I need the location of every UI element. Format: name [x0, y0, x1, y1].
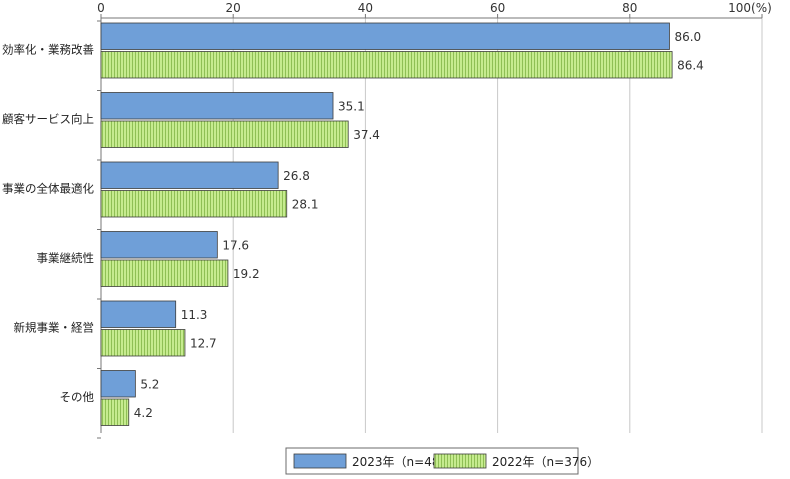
- bar-2022: [100, 51, 673, 79]
- data-label: 86.0: [674, 30, 701, 44]
- bars: [100, 22, 673, 426]
- legend-swatch-2023: [293, 453, 347, 469]
- bar-2023: [100, 22, 670, 50]
- data-label: 12.7: [190, 336, 217, 350]
- legend-label-2022: 2022年（n=376）: [492, 455, 599, 469]
- labels: 効率化・業務改善 86.0 86.4 顧客サービス向上 35.1 37.4 事業の全体最適化…: [2, 30, 704, 420]
- x-tick-label: 80: [622, 1, 637, 15]
- bar-2022: [100, 329, 186, 357]
- data-label: 19.2: [233, 267, 260, 281]
- category-label: 顧客サービス向上: [2, 112, 94, 126]
- legend: 2023年（n=483） 2022年（n=376）: [285, 447, 599, 475]
- axes: 0 20 40 60 80 100(%): [97, 1, 772, 439]
- bar-2023: [100, 300, 177, 328]
- data-label: 28.1: [292, 197, 319, 211]
- data-label: 5.2: [140, 377, 159, 391]
- x-tick-label: 20: [226, 1, 241, 15]
- bar-2022: [100, 398, 130, 426]
- x-tick-label: 100(%): [728, 1, 772, 15]
- legend-label-2023: 2023年（n=483）: [352, 455, 459, 469]
- data-label: 11.3: [181, 308, 208, 322]
- legend-swatch-2022: [433, 453, 487, 469]
- bar-2023: [100, 231, 218, 259]
- data-label: 26.8: [283, 169, 310, 183]
- x-tick-label: 60: [490, 1, 505, 15]
- category-label: その他: [60, 390, 95, 404]
- bar-2023: [100, 370, 136, 398]
- data-label: 35.1: [338, 99, 365, 113]
- x-tick-label: 40: [358, 1, 373, 15]
- category-label: 事業の全体最適化: [2, 182, 94, 196]
- data-label: 4.2: [134, 406, 153, 420]
- data-label: 37.4: [353, 128, 380, 142]
- bar-2022: [100, 190, 288, 218]
- bar-2023: [100, 92, 334, 120]
- data-label: 86.4: [677, 58, 704, 72]
- category-label: 効率化・業務改善: [2, 43, 94, 57]
- category-label: 新規事業・経営: [14, 321, 95, 335]
- bar-2022: [100, 120, 349, 148]
- data-label: 17.6: [222, 238, 249, 252]
- x-tick-label: 0: [97, 1, 105, 15]
- bar-2023: [100, 161, 279, 189]
- gridlines: [232, 18, 763, 433]
- bar-2022: [100, 259, 229, 287]
- category-label: 事業継続性: [37, 251, 95, 265]
